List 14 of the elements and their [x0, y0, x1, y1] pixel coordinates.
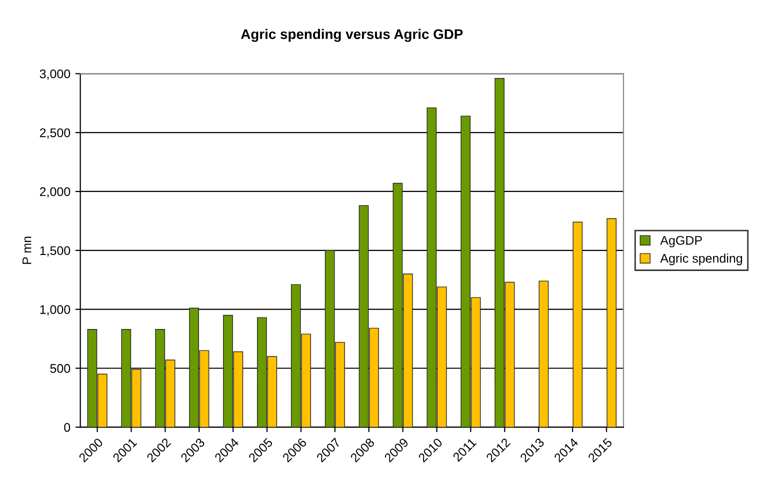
- y-tick-label: 0: [64, 422, 70, 432]
- bar: [572, 222, 583, 428]
- bar: [538, 280, 549, 428]
- legend-label: AgGDP: [660, 236, 702, 248]
- y-tick-label: 500: [50, 364, 70, 373]
- y-tick-label: 3,000: [40, 69, 70, 80]
- y-axis-title: P mn: [22, 236, 32, 264]
- bar: [606, 218, 617, 428]
- y-tick-label: 2,000: [40, 187, 70, 198]
- y-tick-label: 2,500: [40, 128, 70, 139]
- chart-title: Agric spending versus Agric GDP: [240, 28, 463, 42]
- y-tick-label: 1,500: [40, 246, 70, 257]
- y-tick-label: 1,000: [40, 305, 70, 316]
- legend-label: Agric spending: [660, 254, 742, 266]
